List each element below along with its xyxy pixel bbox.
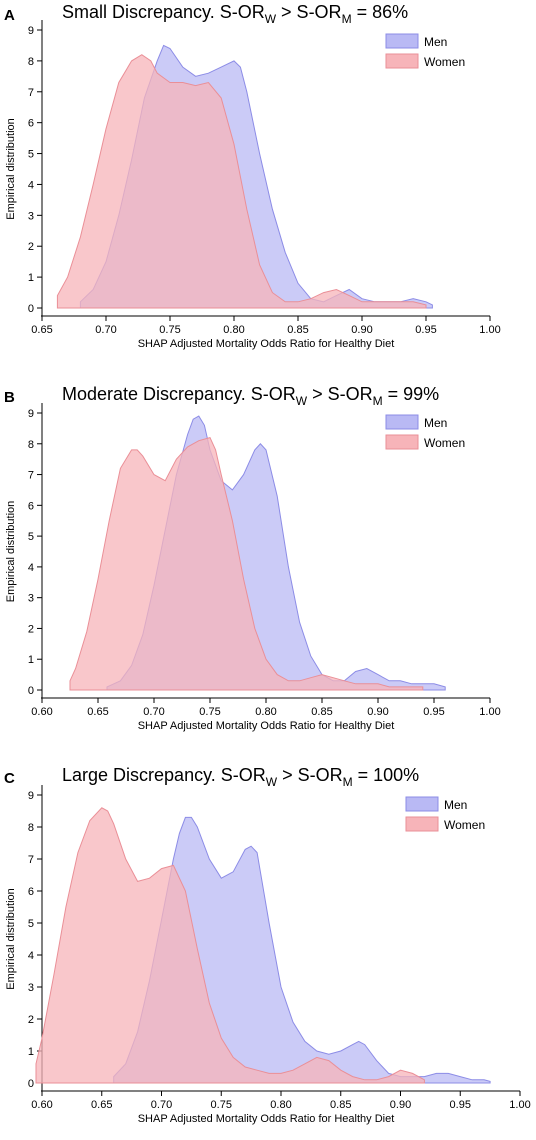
x-tick-label: 0.95 [450, 1099, 471, 1111]
series-area-women [56, 54, 427, 309]
x-tick-label: 0.95 [415, 324, 436, 336]
y-tick-label: 7 [28, 854, 34, 866]
legend-label-women: Women [424, 55, 465, 69]
panel-letter: A [4, 7, 15, 24]
y-tick-label: 1 [28, 272, 34, 284]
y-tick-label: 8 [28, 439, 34, 451]
x-tick-label: 0.90 [351, 324, 372, 336]
x-tick-label: 1.00 [479, 706, 500, 718]
x-tick-label: 0.65 [91, 1099, 112, 1111]
y-tick-label: 1 [28, 1046, 34, 1058]
x-tick-label: 0.75 [199, 706, 220, 718]
series-area-women [69, 437, 424, 691]
y-tick-label: 6 [28, 500, 34, 512]
y-tick-label: 3 [28, 982, 34, 994]
y-tick-label: 6 [28, 886, 34, 898]
y-tick-label: 5 [28, 531, 34, 543]
x-axis-label: SHAP Adjusted Mortality Odds Ratio for H… [138, 338, 395, 350]
x-tick-label: 0.80 [270, 1099, 291, 1111]
x-tick-label: 1.00 [479, 324, 500, 336]
x-tick-label: 0.70 [143, 706, 164, 718]
y-tick-label: 7 [28, 470, 34, 482]
y-tick-label: 2 [28, 623, 34, 635]
y-tick-label: 4 [28, 179, 34, 191]
y-tick-label: 0 [28, 685, 34, 697]
y-tick-label: 3 [28, 210, 34, 222]
x-tick-label: 0.90 [367, 706, 388, 718]
y-tick-label: 5 [28, 918, 34, 930]
x-tick-label: 0.60 [31, 1099, 52, 1111]
panel-letter: B [4, 389, 15, 406]
y-tick-label: 0 [28, 1078, 34, 1090]
y-tick-label: 9 [28, 790, 34, 802]
x-tick-label: 0.95 [423, 706, 444, 718]
series-area-women [35, 807, 425, 1084]
x-tick-label: 0.65 [31, 324, 52, 336]
chart-panel-c: C Large Discrepancy. S-ORW > S-ORM = 100%… [4, 765, 531, 1125]
panel-title: Moderate Discrepancy. S-ORW > S-ORM = 99… [62, 384, 439, 408]
y-axis-label: Empirical distribution [5, 118, 17, 219]
legend-label-women: Women [444, 818, 485, 832]
x-tick-label: 0.70 [95, 324, 116, 336]
x-tick-label: 0.80 [255, 706, 276, 718]
y-tick-label: 8 [28, 56, 34, 68]
panel-title: Small Discrepancy. S-ORW > S-ORM = 86% [62, 2, 408, 26]
legend-swatch-women [405, 816, 439, 832]
x-axis-label: SHAP Adjusted Mortality Odds Ratio for H… [138, 720, 395, 732]
x-axis-label: SHAP Adjusted Mortality Odds Ratio for H… [138, 1113, 395, 1125]
y-tick-label: 5 [28, 149, 34, 161]
y-tick-label: 1 [28, 654, 34, 666]
y-tick-label: 9 [28, 25, 34, 37]
legend-swatch-women [385, 53, 419, 69]
y-tick-label: 2 [28, 1014, 34, 1026]
y-tick-label: 7 [28, 87, 34, 99]
legend-swatch-men [385, 414, 419, 430]
x-tick-label: 0.85 [287, 324, 308, 336]
legend-swatch-men [385, 33, 419, 49]
y-tick-label: 4 [28, 562, 34, 574]
legend-label-women: Women [424, 436, 465, 450]
y-tick-label: 4 [28, 950, 34, 962]
chart-panel-b: B Moderate Discrepancy. S-ORW > S-ORM = 9… [4, 384, 501, 732]
x-tick-label: 0.90 [390, 1099, 411, 1111]
x-tick-label: 0.85 [330, 1099, 351, 1111]
y-tick-label: 0 [28, 303, 34, 315]
x-tick-label: 0.85 [311, 706, 332, 718]
legend-label-men: Men [444, 798, 467, 812]
x-tick-label: 1.00 [509, 1099, 530, 1111]
y-tick-label: 2 [28, 241, 34, 253]
y-tick-label: 8 [28, 822, 34, 834]
legend-swatch-men [405, 796, 439, 812]
x-tick-label: 0.65 [87, 706, 108, 718]
legend-label-men: Men [424, 416, 447, 430]
x-tick-label: 0.80 [223, 324, 244, 336]
x-tick-label: 0.70 [151, 1099, 172, 1111]
y-tick-label: 9 [28, 408, 34, 420]
legend-swatch-women [385, 434, 419, 450]
x-tick-label: 0.75 [159, 324, 180, 336]
legend-label-men: Men [424, 35, 447, 49]
panel-letter: C [4, 770, 15, 787]
y-axis-label: Empirical distribution [5, 501, 17, 602]
x-tick-label: 0.75 [211, 1099, 232, 1111]
y-tick-label: 6 [28, 118, 34, 130]
y-axis-label: Empirical distribution [5, 888, 17, 989]
y-tick-label: 3 [28, 593, 34, 605]
x-tick-label: 0.60 [31, 706, 52, 718]
chart-panel-a: A Small Discrepancy. S-ORW > S-ORM = 86% 0… [4, 2, 501, 350]
panel-title: Large Discrepancy. S-ORW > S-ORM = 100% [62, 765, 419, 789]
